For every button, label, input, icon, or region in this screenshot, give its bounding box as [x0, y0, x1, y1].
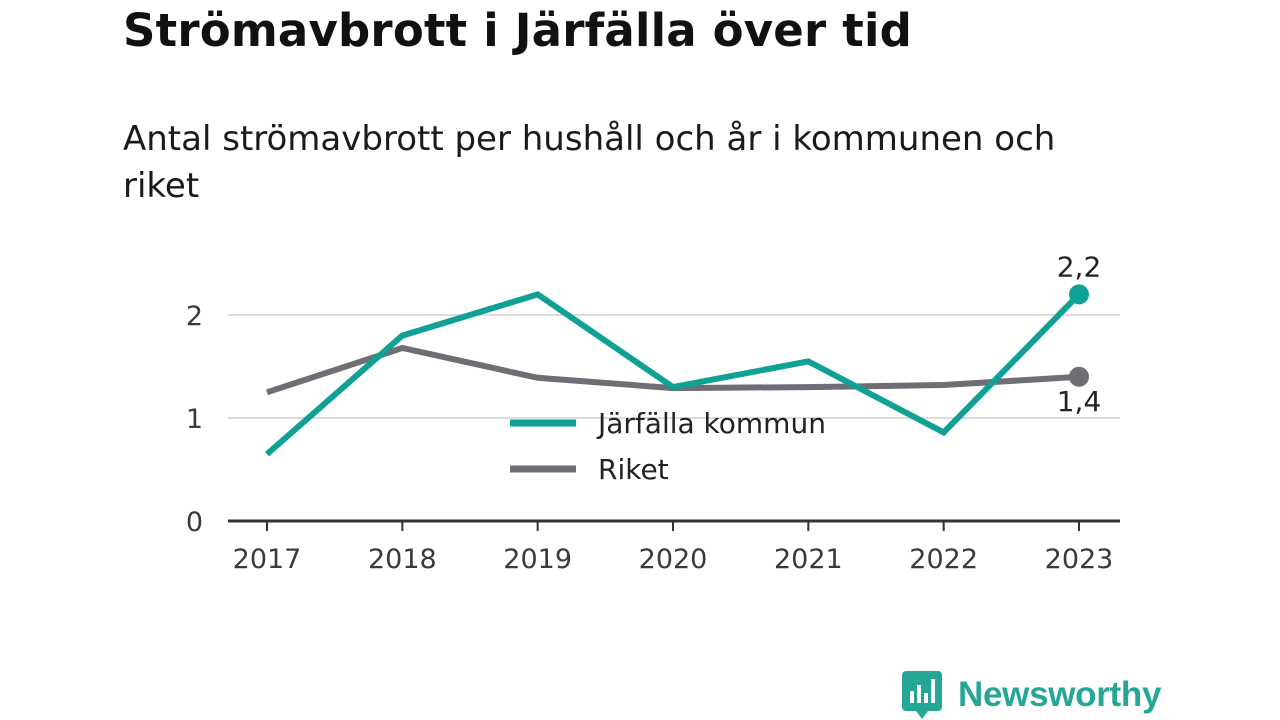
chart-title: Strömavbrott i Järfälla över tid [123, 4, 913, 57]
end-point-jarfalla [1069, 284, 1089, 305]
series-line-jarfalla [265, 291, 1082, 457]
x-tick-label-2017: 2017 [233, 544, 302, 575]
grid-lines [228, 314, 1120, 419]
x-tick-label-2018: 2018 [368, 544, 437, 575]
chart-subtitle: Antal strömavbrott per hushåll och år i … [123, 119, 1056, 206]
x-tick-label-2022: 2022 [909, 544, 978, 575]
end-markers: 2,2 1,4 [1057, 250, 1102, 417]
legend-label-riket: Riket [598, 453, 669, 486]
y-tick-label-0: 0 [186, 507, 203, 538]
end-label-jarfalla: 2,2 [1057, 250, 1102, 283]
brand-name: Newsworthy [958, 675, 1162, 714]
series-lines [265, 291, 1082, 457]
x-tick-label-2021: 2021 [774, 544, 843, 575]
y-tick-label-2: 2 [186, 301, 203, 332]
legend: Järfälla kommun Riket [510, 407, 826, 486]
x-tick-label-2023: 2023 [1045, 544, 1114, 575]
end-label-riket: 1,4 [1057, 385, 1102, 418]
newsworthy-logo: Newsworthy [902, 671, 1161, 719]
y-tick-label-1: 1 [186, 404, 203, 435]
bar-chart-logo-icon [902, 671, 942, 719]
x-tick-label-2019: 2019 [503, 544, 572, 575]
x-axis: 2017 2018 2019 2020 2021 2022 2023 [228, 519, 1120, 575]
legend-label-jarfalla: Järfälla kommun [596, 407, 826, 440]
x-tick-label-2020: 2020 [639, 544, 708, 575]
end-point-riket [1069, 366, 1089, 387]
y-axis-ticks: 0 1 2 [186, 301, 203, 538]
